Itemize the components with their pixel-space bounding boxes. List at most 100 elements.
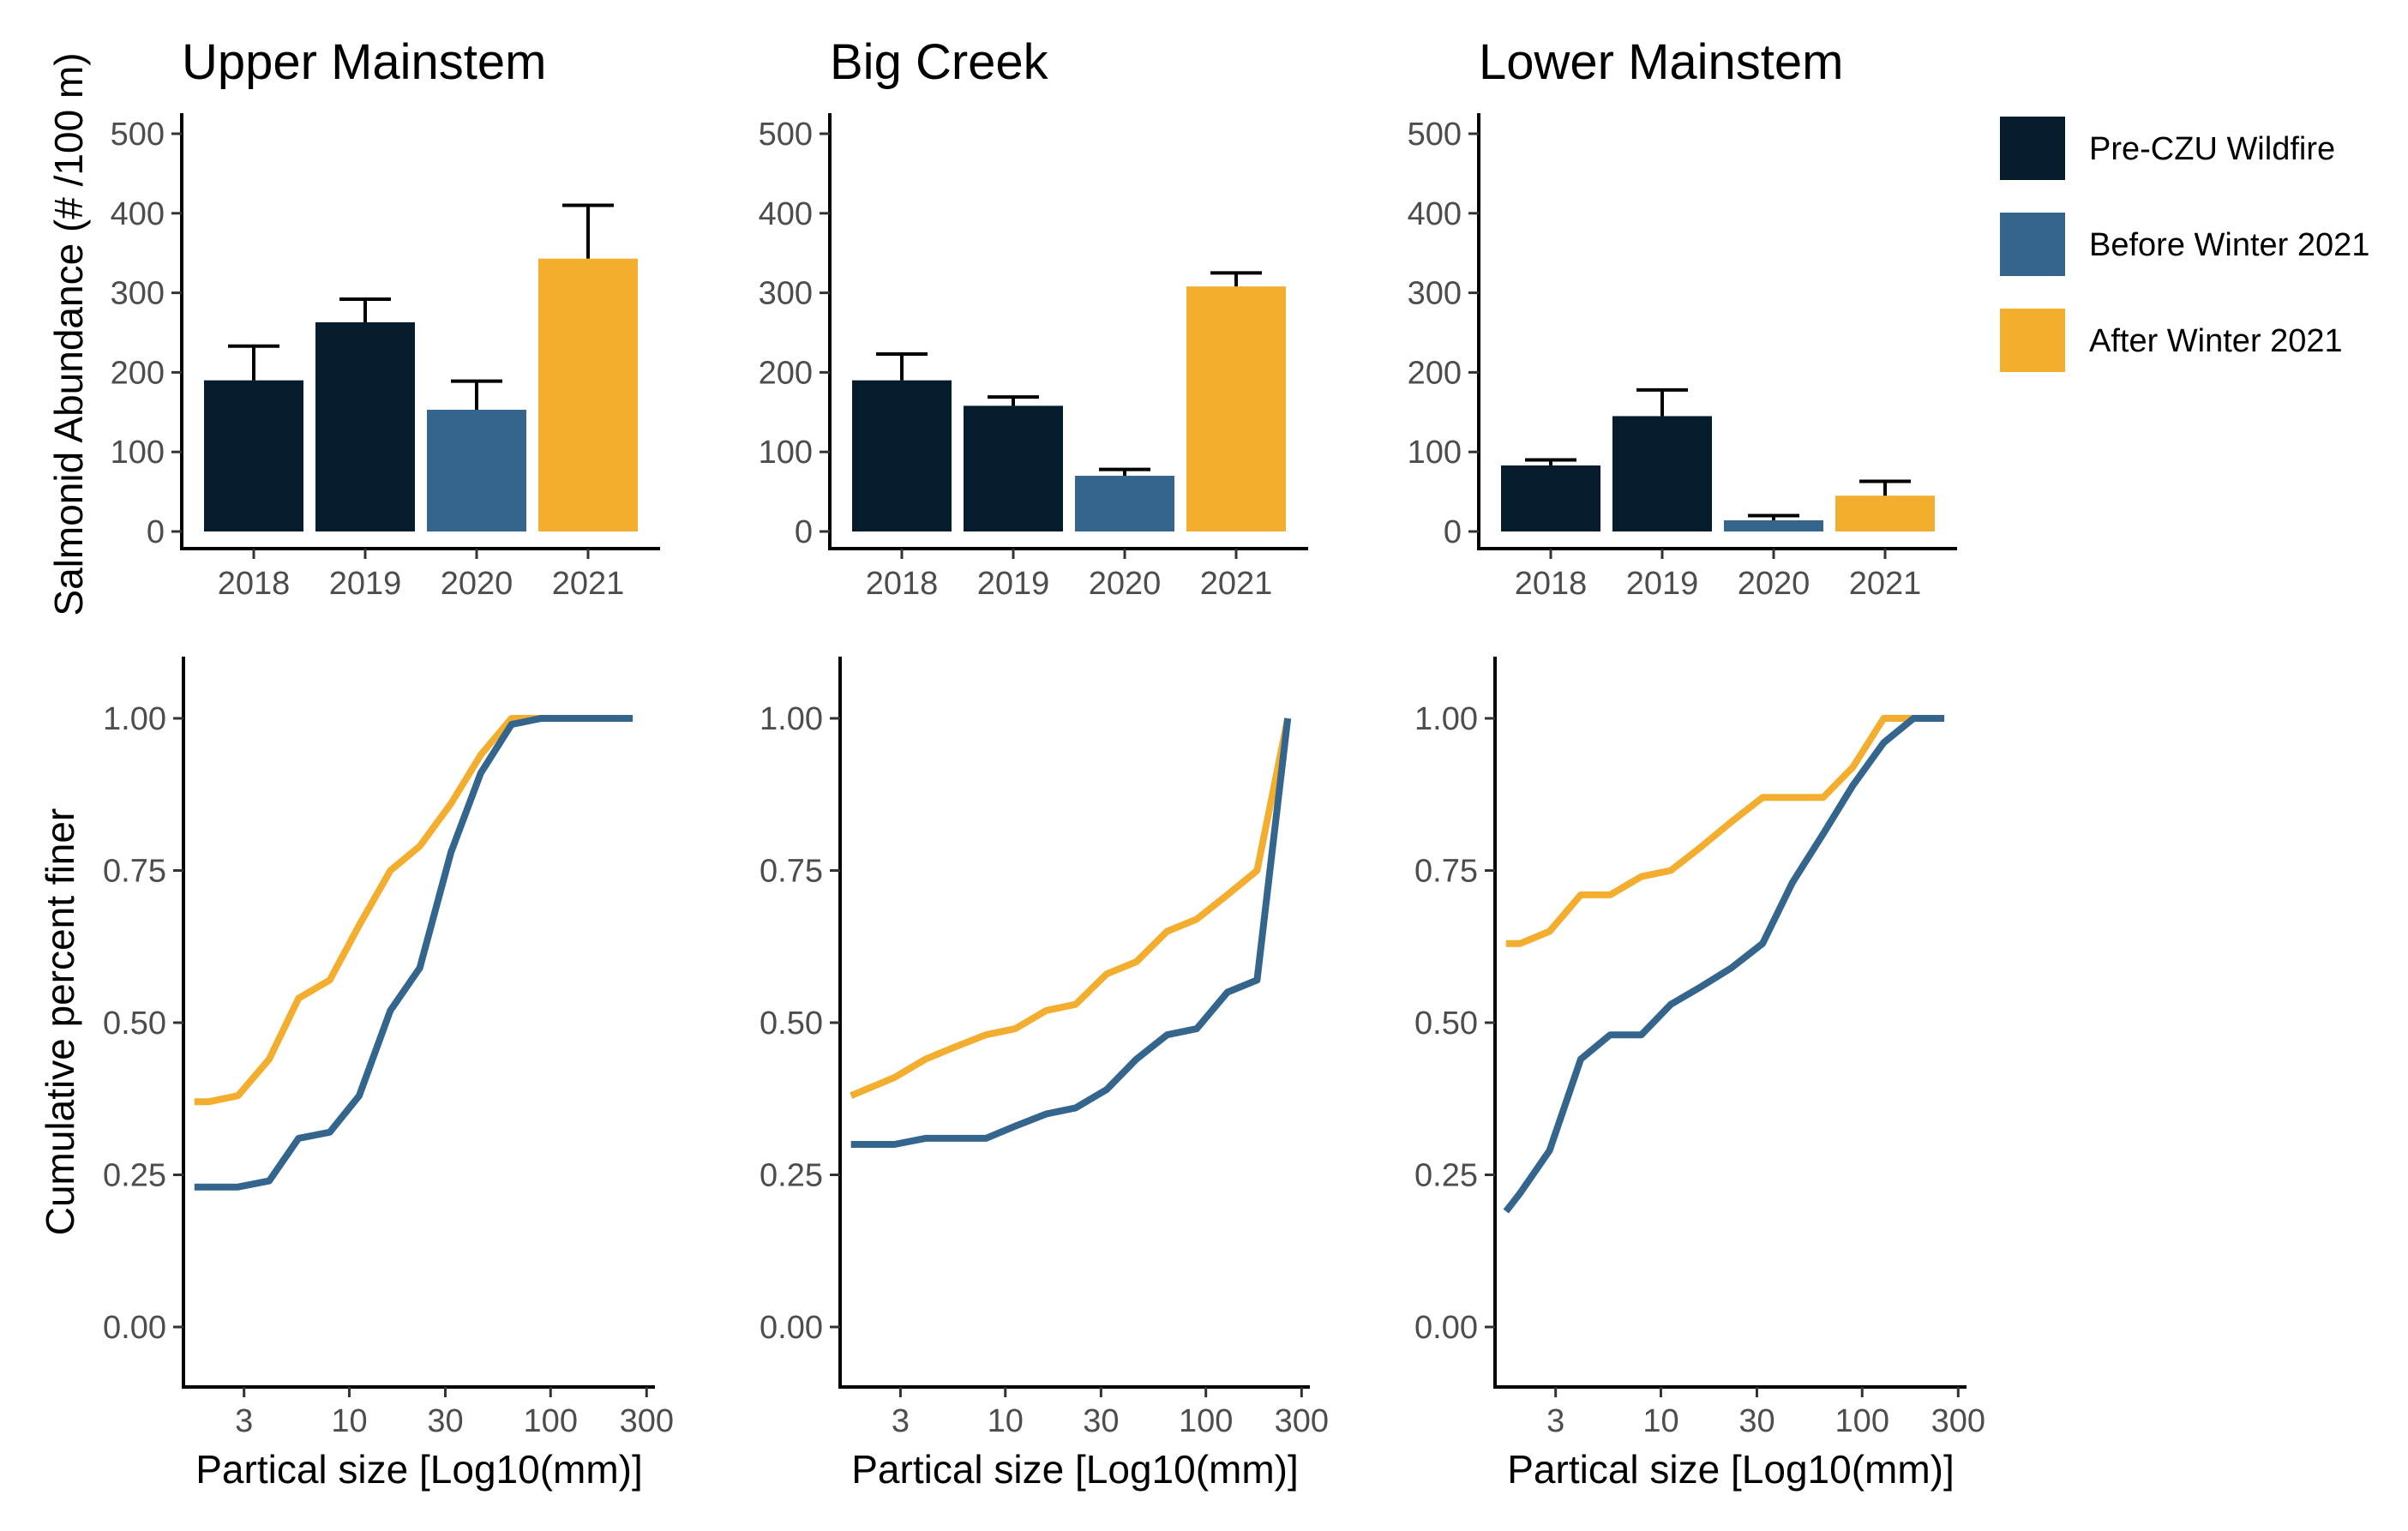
bar-panel-2: Big Creek 0 100 200 300 400 500 2018 2019 2020 202… [759,34,1308,602]
y-tick-label: 0.25 [1414,1158,1478,1194]
bar-2019 [315,321,415,531]
bar-2021 [538,258,638,531]
y-tick-label: 0 [795,514,813,550]
x-tick-label: 2020 [1089,566,1162,602]
legend-item-pre: Pre-CZU Wildfire [2000,117,2335,180]
bar-2018 [852,380,952,531]
y-tick-label: 500 [759,117,813,153]
bar-panel-title: Upper Mainstem [182,34,546,90]
curve-panel-2: 0.00 0.25 0.50 0.75 1.00 3 10 30 100 300 Partical … [760,657,1329,1492]
x-tick-label: 2021 [552,566,625,602]
y-tick-label: 0.00 [760,1310,823,1346]
x-tick-label: 3 [1546,1403,1564,1439]
y-tick-label: 100 [759,435,813,471]
curve-panels: 0.00 0.25 0.50 0.75 1.00 3 10 30 100 300 Partical … [103,657,1985,1492]
x-tick-label: 3 [892,1403,910,1439]
x-tick-label: 2018 [218,566,291,602]
x-tick-label: 10 [1642,1403,1678,1439]
x-tick-label: 2020 [1738,566,1811,602]
error-bar-2020 [451,379,502,411]
y-tick-label: 0 [147,514,165,550]
x-tick-label: 30 [427,1403,463,1439]
y-tick-label: 400 [1408,196,1462,232]
curve-before [194,715,634,1191]
error-bar-2021 [562,203,614,259]
y-tick-label: 0.00 [103,1310,166,1346]
bar-2020 [427,410,526,531]
x-tick-label: 30 [1738,1403,1774,1439]
bar-2020 [1075,476,1174,531]
legend-swatch [2000,309,2065,372]
curve-after [194,715,634,1106]
x-tick-label: 10 [988,1403,1024,1439]
legend-label: After Winter 2021 [2089,323,2343,359]
error-bar-2020 [1099,467,1150,477]
bar-2018 [204,380,303,531]
bar-2018 [1501,465,1600,531]
x-tick-label: 2020 [441,566,513,602]
curve-after [850,717,1292,1099]
bar-2021 [1186,286,1286,531]
x-tick-label: 2018 [866,566,939,602]
legend-label: Pre-CZU Wildfire [2089,131,2335,167]
x-tick-label: 100 [524,1403,578,1439]
y-tick-label: 400 [759,196,813,232]
y-tick-label: 300 [1408,276,1462,312]
y-tick-label: 0.75 [1414,854,1478,890]
y-tick-label: 500 [111,117,165,153]
y-tick-label: 500 [1408,117,1462,153]
y-tick-label: 300 [111,276,165,312]
error-bar-2019 [339,297,391,322]
bar-panel-title: Lower Mainstem [1479,34,1843,90]
error-bar-2019 [988,395,1039,406]
curve-before [1503,715,1945,1214]
y-tick-label: 100 [111,435,165,471]
curve-before [850,717,1292,1148]
y-tick-label: 0.50 [760,1006,823,1042]
y-tick-label: 300 [759,276,813,312]
y-tick-label: 0.50 [103,1006,166,1042]
y-tick-label: 0.25 [103,1158,166,1194]
x-tick-label: 300 [1275,1403,1329,1439]
x-tick-label: 2019 [1626,566,1699,602]
y-tick-label: 400 [111,196,165,232]
legend-label: Before Winter 2021 [2089,227,2369,263]
x-tick-label: 2019 [329,566,402,602]
error-bar-2018 [1525,458,1576,465]
curve-panel-1: 0.00 0.25 0.50 0.75 1.00 3 10 30 100 300 Partical … [103,657,674,1492]
curve-x-axis-title: Partical size [Log10(mm)] [1507,1447,1955,1492]
error-bar-2021 [1210,271,1262,287]
bar-panels: Upper Mainstem 0 100 200 300 400 500 2018 2019 20… [111,34,1957,602]
error-bar-2019 [1636,387,1688,417]
y-tick-label: 1.00 [1414,701,1478,737]
legend: Pre-CZU Wildfire Before Winter 2021 After … [2000,117,2369,372]
error-bar-2021 [1859,479,1911,496]
curve-x-axis-title: Partical size [Log10(mm)] [851,1447,1299,1492]
y-tick-label: 1.00 [760,701,823,737]
curve-x-axis-title: Partical size [Log10(mm)] [195,1447,643,1492]
x-tick-label: 100 [1835,1403,1889,1439]
bar-panel-title: Big Creek [830,34,1049,90]
bar-panel-1: Upper Mainstem 0 100 200 300 400 500 2018 2019 20… [111,34,660,602]
x-tick-label: 30 [1083,1403,1119,1439]
bar-panel-3: Lower Mainstem 0 100 200 300 400 500 2018 2019 20… [1408,34,1957,602]
x-tick-label: 10 [331,1403,367,1439]
legend-swatch [2000,213,2065,276]
y-tick-label: 0.50 [1414,1006,1478,1042]
error-bar-2018 [876,352,928,381]
bar-2021 [1835,495,1935,531]
error-bar-2018 [228,344,279,381]
bar-2019 [964,405,1063,531]
legend-item-before: Before Winter 2021 [2000,213,2369,276]
y-tick-label: 0.75 [760,854,823,890]
y-tick-label: 0.25 [760,1158,823,1194]
y-tick-label: 0.75 [103,854,166,890]
x-tick-label: 3 [235,1403,253,1439]
y-tick-label: 100 [1408,435,1462,471]
legend-swatch [2000,117,2065,180]
bar-2020 [1724,520,1823,531]
curve-y-axis-title: Cumulative percent finer [38,808,82,1236]
legend-item-after: After Winter 2021 [2000,309,2343,372]
x-tick-label: 2021 [1849,566,1922,602]
